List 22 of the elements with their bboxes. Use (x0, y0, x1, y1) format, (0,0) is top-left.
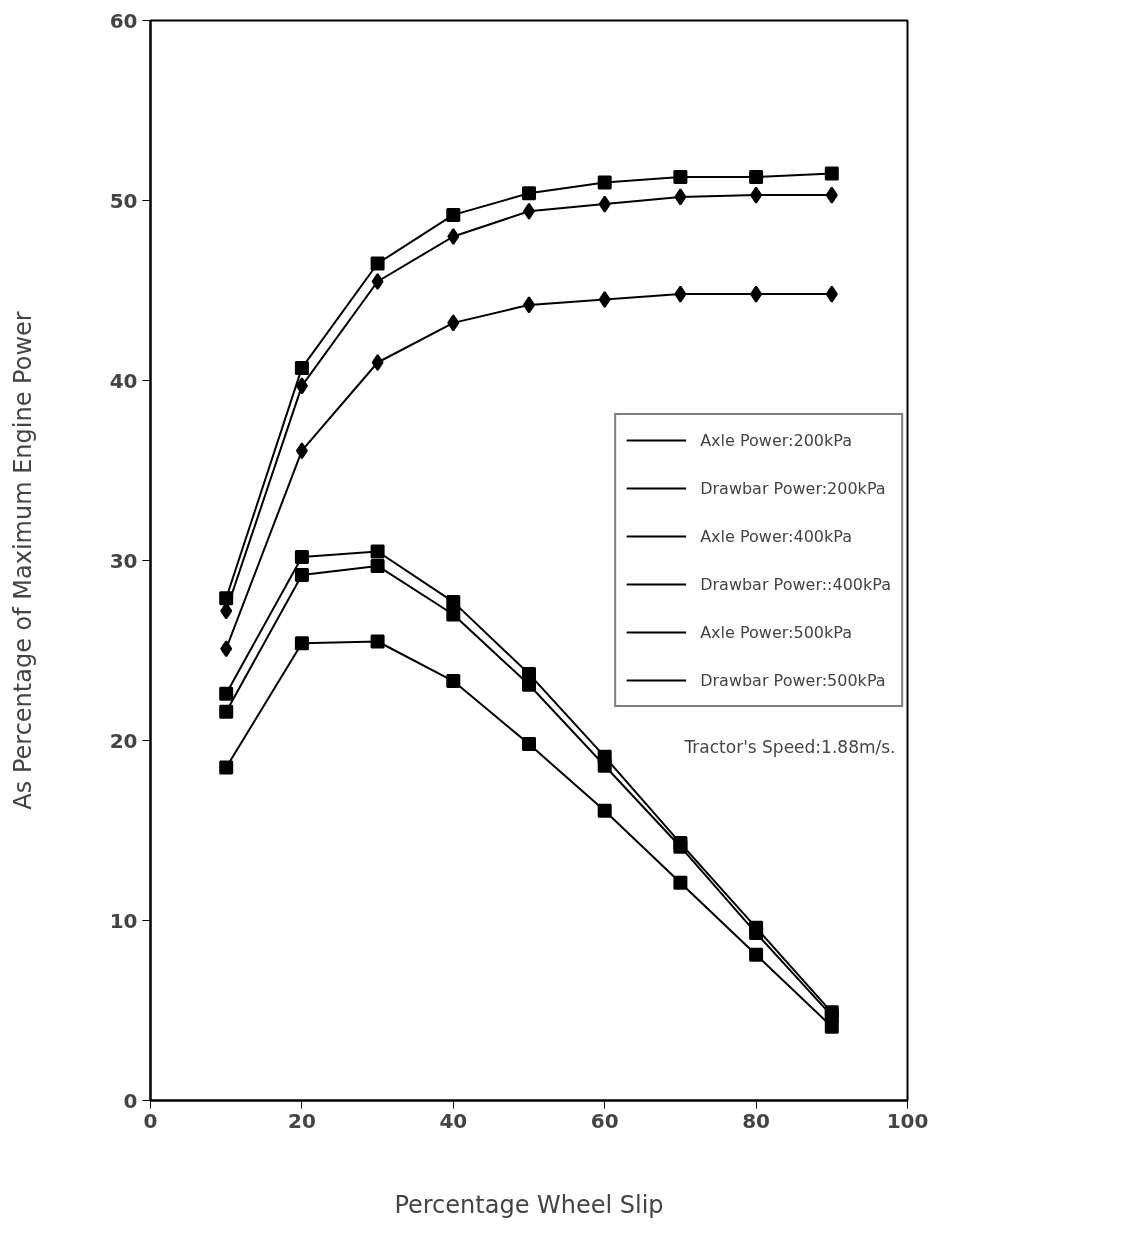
y-tick-label: 30 (109, 548, 138, 573)
y-tick-label: 10 (109, 908, 138, 933)
legend-label: Axle Power:500kPa (700, 622, 852, 642)
legend-label: Axle Power:200kPa (700, 430, 852, 450)
y-tick-label: 40 (109, 368, 138, 393)
x-tick-label: 40 (439, 1108, 468, 1133)
legend-label: Drawbar Power:500kPa (700, 670, 886, 690)
x-tick-label: 100 (886, 1108, 929, 1133)
x-tick-label: 80 (742, 1108, 771, 1133)
x-tick-label: 20 (287, 1108, 316, 1133)
y-tick-label: 50 (109, 188, 138, 213)
x-tick-label: 60 (590, 1108, 619, 1133)
y-tick-label: 60 (109, 8, 138, 33)
y-axis-title: As Percentage of Maximum Engine Power (8, 311, 37, 810)
y-tick-label: 20 (109, 728, 138, 753)
legend-label: Drawbar Power::400kPa (700, 574, 891, 594)
legend-label: Axle Power:400kPa (700, 526, 852, 546)
x-axis-title: Percentage Wheel Slip (394, 1190, 664, 1219)
x-tick-label: 0 (143, 1108, 158, 1133)
y-tick-label: 0 (123, 1088, 138, 1113)
annotation: Tractor's Speed:1.88m/s. (683, 736, 896, 757)
legend-label: Drawbar Power:200kPa (700, 478, 886, 498)
